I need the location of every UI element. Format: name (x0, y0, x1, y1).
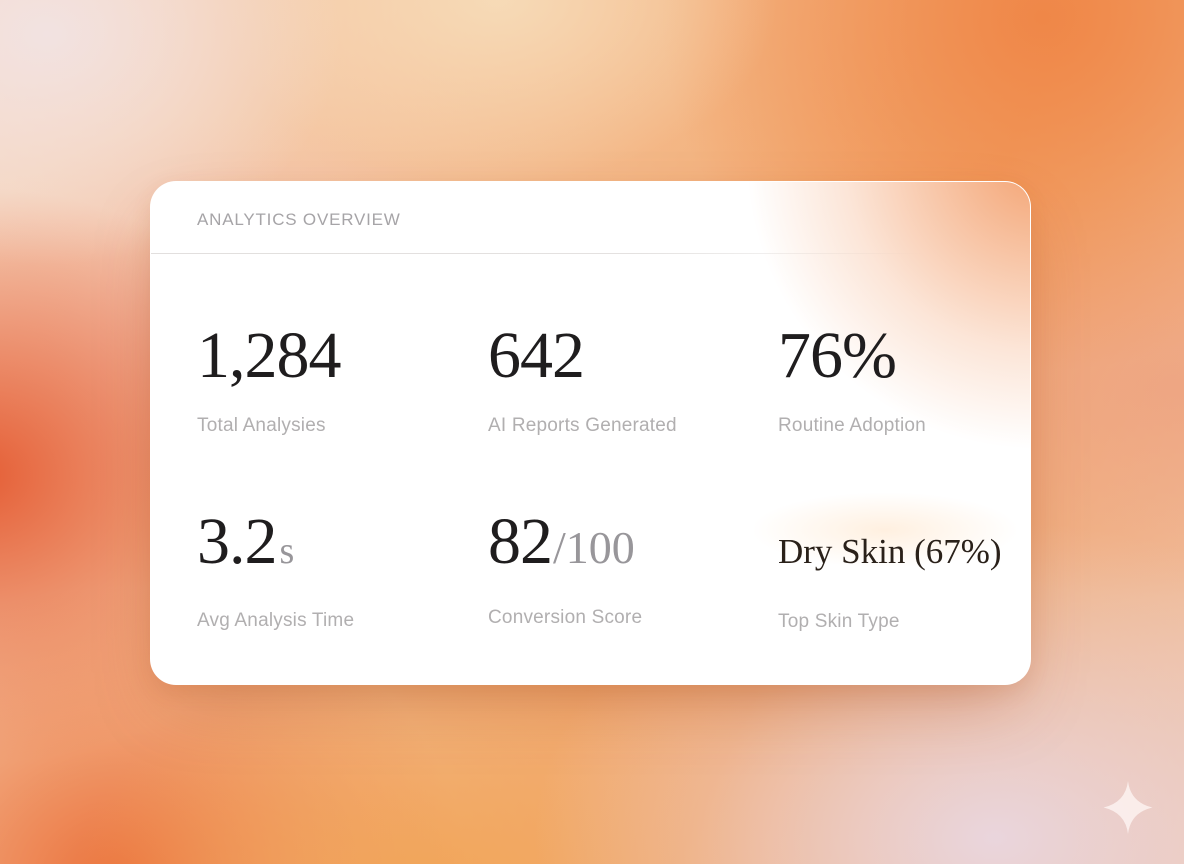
stat-value: 642 (488, 319, 585, 392)
card-title: ANALYTICS OVERVIEW (197, 210, 401, 229)
stats-row-1: 1,284 Total Analysies 642 AI Reports Gen… (197, 323, 1000, 437)
stats-grid: 1,284 Total Analysies 642 AI Reports Gen… (197, 323, 1016, 633)
stat-label: Conversion Score (488, 607, 643, 628)
stat-value: 82/100 (488, 505, 635, 578)
stat-routine-adoption: 76% Routine Adoption (778, 323, 1000, 437)
stat-avg-analysis-time: 3.2s Avg Analysis Time (197, 509, 488, 633)
stat-ai-reports-generated: 642 AI Reports Generated (488, 323, 778, 437)
stat-label: AI Reports Generated (488, 415, 677, 436)
stats-row-2: 3.2s Avg Analysis Time 82/100 Conversion… (197, 493, 1016, 633)
stat-total-analyses: 1,284 Total Analysies (197, 323, 488, 437)
sparkle-icon (1103, 781, 1153, 834)
stat-value: 3.2s (197, 505, 295, 578)
stat-label: Routine Adoption (778, 415, 926, 436)
stat-conversion-score: 82/100 Conversion Score (488, 509, 778, 633)
stat-value: Dry Skin (67%) (778, 532, 1002, 571)
stat-value: 76% (778, 319, 897, 392)
stat-label: Avg Analysis Time (197, 610, 355, 631)
stat-label: Top Skin Type (778, 611, 900, 632)
analytics-overview-card: ANALYTICS OVERVIEW 1,284 Total Analysies… (150, 181, 1031, 685)
stat-value: 1,284 (197, 319, 341, 392)
stat-label: Total Analysies (197, 415, 326, 436)
stat-top-skin-type: Dry Skin (67%) Top Skin Type (754, 493, 1016, 633)
header-divider (151, 253, 1030, 254)
